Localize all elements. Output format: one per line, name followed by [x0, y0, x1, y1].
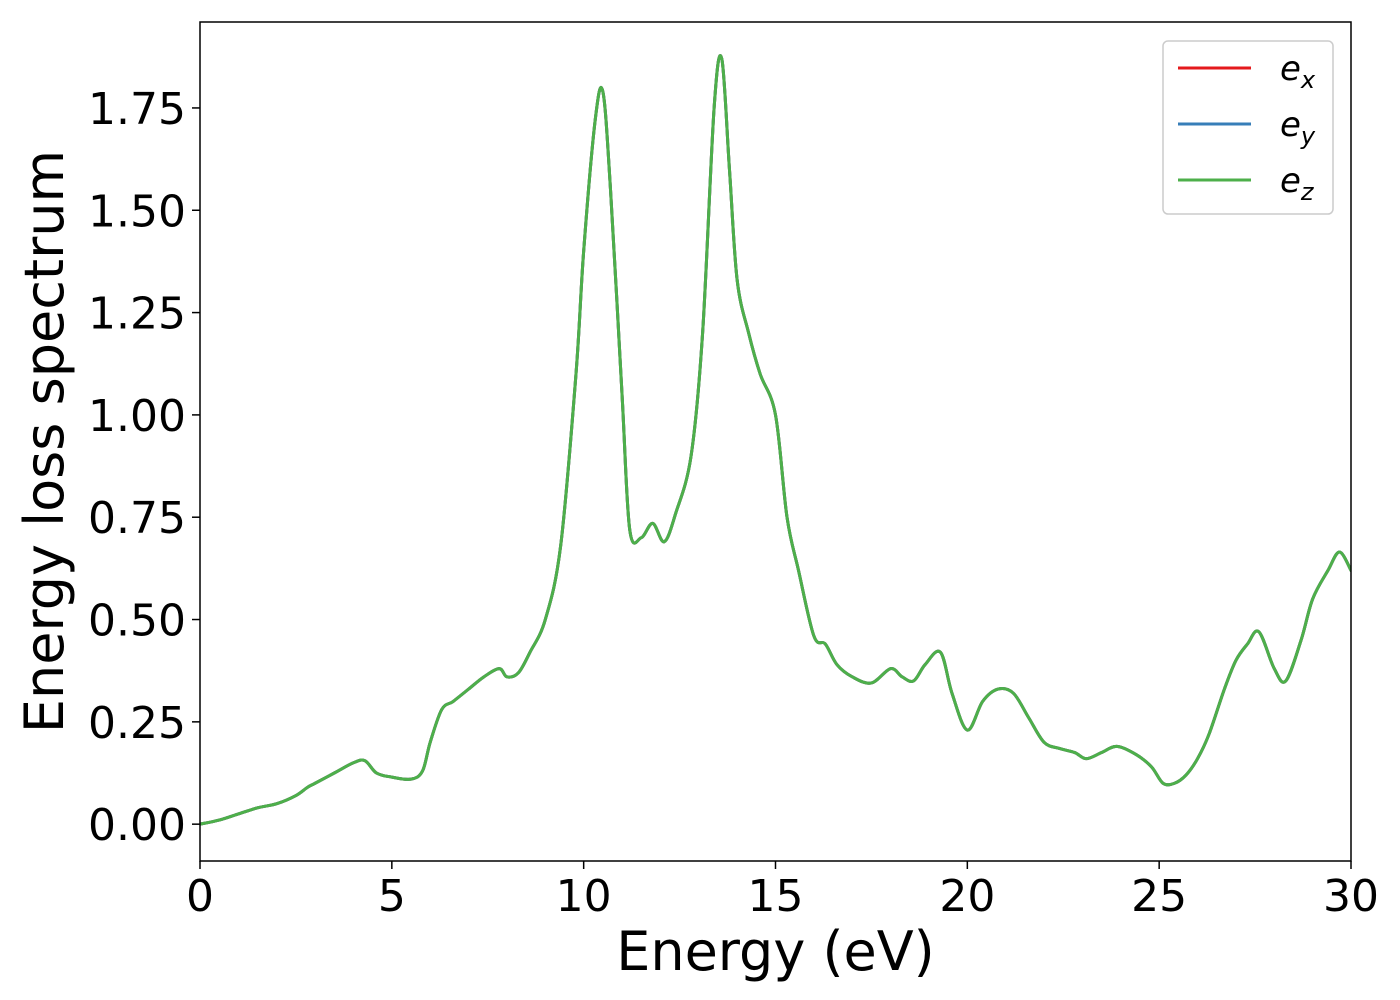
- axes-layer: 0 5 10 15 20 25 30 0.00 0.25 0.50 0.75 1.00 1.25 1.50…: [88, 21, 1379, 922]
- y-tick-label: 1.75: [88, 84, 186, 135]
- x-tick-label: 5: [378, 871, 406, 922]
- legend-label-base: e: [1280, 161, 1301, 201]
- legend-label-subscript: z: [1300, 178, 1315, 206]
- legend-label-subscript: x: [1300, 66, 1316, 94]
- x-axis-label: Energy (eV): [616, 920, 935, 983]
- x-tick-label: 0: [186, 871, 214, 922]
- legend-label-base: e: [1280, 49, 1301, 89]
- y-tick-label: 1.50: [88, 186, 186, 237]
- legend-label-subscript: y: [1300, 122, 1316, 150]
- plot-area: [200, 22, 1351, 861]
- legend-label-ex: ex: [1280, 49, 1316, 94]
- y-tick-label: 0.50: [88, 596, 186, 647]
- y-tick-label: 0.75: [88, 493, 186, 544]
- legend-label-base: e: [1280, 105, 1301, 145]
- x-tick-label: 20: [939, 871, 995, 922]
- y-tick-label: 1.00: [88, 391, 186, 442]
- x-tick-label: 30: [1323, 871, 1379, 922]
- x-tick-label: 10: [556, 871, 612, 922]
- x-tick-label: 25: [1131, 871, 1187, 922]
- y-axis-label: Energy loss spectrum: [13, 150, 76, 733]
- y-tick-label: 0.00: [88, 800, 186, 851]
- series-layer: [200, 54, 1351, 826]
- series-line-ez: [200, 54, 1351, 826]
- plot-background: [200, 22, 1351, 861]
- y-tick-label: 0.25: [88, 698, 186, 749]
- legend-box: [1162, 40, 1334, 215]
- x-tick-label: 15: [748, 871, 804, 922]
- legend-label-ez: ez: [1280, 161, 1315, 206]
- y-tick-label: 1.25: [88, 289, 186, 340]
- legend-label-ey: ey: [1280, 105, 1316, 150]
